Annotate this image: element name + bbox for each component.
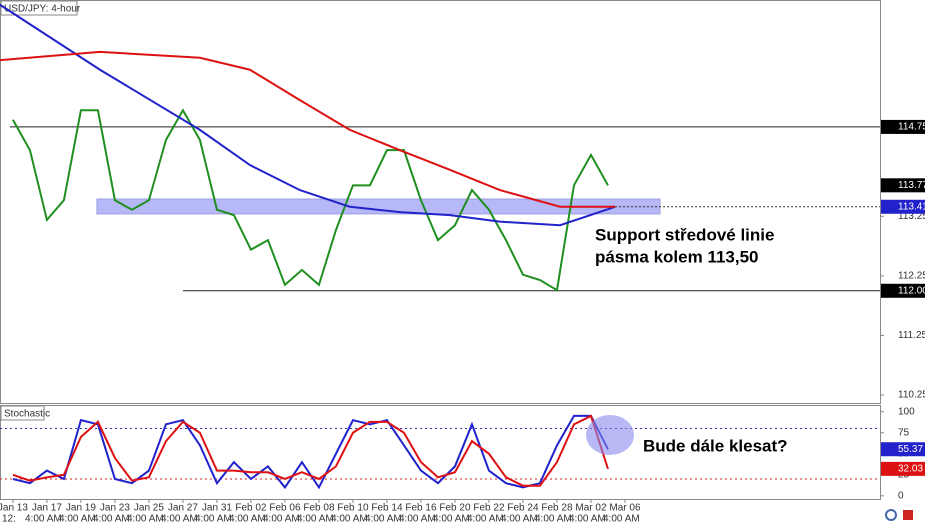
series-line — [0, 50, 616, 208]
x-tick-label: Jan 17 — [32, 503, 62, 514]
time-label: 4:00 AM — [195, 514, 232, 525]
y-tick-label: 0 — [898, 490, 904, 501]
time-label: 4:00 AM — [365, 514, 402, 525]
y-tick-label: 110.25 — [898, 390, 925, 401]
x-tick-label: Mar 06 — [609, 503, 641, 514]
time-label: 4:00 AM — [297, 514, 334, 525]
chart-title: USD/JPY: 4-hour — [4, 4, 81, 15]
x-tick-label: Feb 22 — [473, 503, 505, 514]
value-label: 113.77 — [898, 180, 925, 191]
x-tick-label: Feb 28 — [541, 503, 573, 514]
y-tick-label: 100 — [898, 406, 915, 417]
highlight — [586, 415, 634, 455]
x-tick-label: Jan 27 — [168, 503, 198, 514]
value-box — [881, 178, 925, 193]
time-label: 4:00 AM — [59, 514, 96, 525]
series-line — [12, 414, 609, 487]
x-tick-label: Feb 08 — [303, 503, 335, 514]
time-label: 4:00 AM — [331, 514, 368, 525]
icon[interactable] — [903, 510, 913, 520]
y-tick-label: 111.25 — [898, 330, 925, 341]
value-box — [881, 199, 925, 214]
title-box — [0, 0, 78, 16]
time-label: 4:00 AM — [161, 514, 198, 525]
time-label: 4:00 AM — [501, 514, 538, 525]
x-tick-label: Feb 24 — [507, 503, 539, 514]
time-label: 4:00 AM — [399, 514, 436, 525]
value-box — [881, 461, 925, 476]
value-label: 32.03 — [898, 464, 923, 475]
price-label: 114.75 — [898, 122, 925, 133]
annotation: pásma kolem 113,50 — [595, 247, 759, 266]
time-label: 4:00 AM — [229, 514, 266, 525]
time-label: 4:00 AM — [535, 514, 572, 525]
time-label: 4:00 AM — [263, 514, 300, 525]
price-box — [881, 119, 925, 134]
time-label: 4:00 AM — [127, 514, 164, 525]
osc-title-box — [0, 405, 45, 421]
osc-panel — [0, 405, 881, 500]
y-tick-label: 113.25 — [898, 211, 925, 222]
plot: 110.25 111.25 112.25 113.25 Jan 13 Jan 17 Jan … — [0, 3, 925, 525]
time-label: 4:00 AM — [25, 514, 62, 525]
series-line — [0, 3, 616, 227]
y-tick-label: 112.25 — [898, 271, 925, 282]
toolbar-icons — [885, 509, 913, 521]
x-tick-label: Feb 06 — [269, 503, 301, 514]
value-label: 55.37 — [898, 444, 923, 455]
time-label: 4:00 AM — [569, 514, 606, 525]
price-label: 112.00 — [898, 285, 925, 296]
price-box — [881, 283, 925, 298]
x-tick-label: Feb 02 — [235, 503, 267, 514]
value-label: 113.41 — [898, 201, 925, 212]
time-label: 4:00 AM — [467, 514, 504, 525]
value-box — [881, 442, 925, 457]
annotation: Support středové linie — [595, 225, 774, 244]
x-tick-label: Jan 19 — [66, 503, 96, 514]
osc-title: Stochastic — [4, 409, 50, 420]
time-label: 4:00 AM — [93, 514, 130, 525]
time-label: 4:00 AM — [603, 514, 640, 525]
x-tick-label: Feb 20 — [439, 503, 471, 514]
series-line — [12, 108, 609, 292]
icon[interactable] — [885, 509, 897, 521]
x-tick-label: Jan 25 — [134, 503, 164, 514]
x-tick-label: Feb 14 — [371, 503, 403, 514]
x-tick-label: Mar 02 — [575, 503, 607, 514]
time-label: 12: — [2, 514, 16, 525]
x-tick-label: Feb 16 — [405, 503, 437, 514]
time-label: 4:00 AM — [433, 514, 470, 525]
x-tick-label: Jan 23 — [100, 503, 130, 514]
x-tick-label: Jan 13 — [0, 503, 28, 514]
x-tick-label: Jan 31 — [202, 503, 232, 514]
annotation: Bude dále klesat? — [643, 436, 788, 455]
x-tick-label: Feb 10 — [337, 503, 369, 514]
y-tick-label: 75 — [898, 427, 910, 438]
